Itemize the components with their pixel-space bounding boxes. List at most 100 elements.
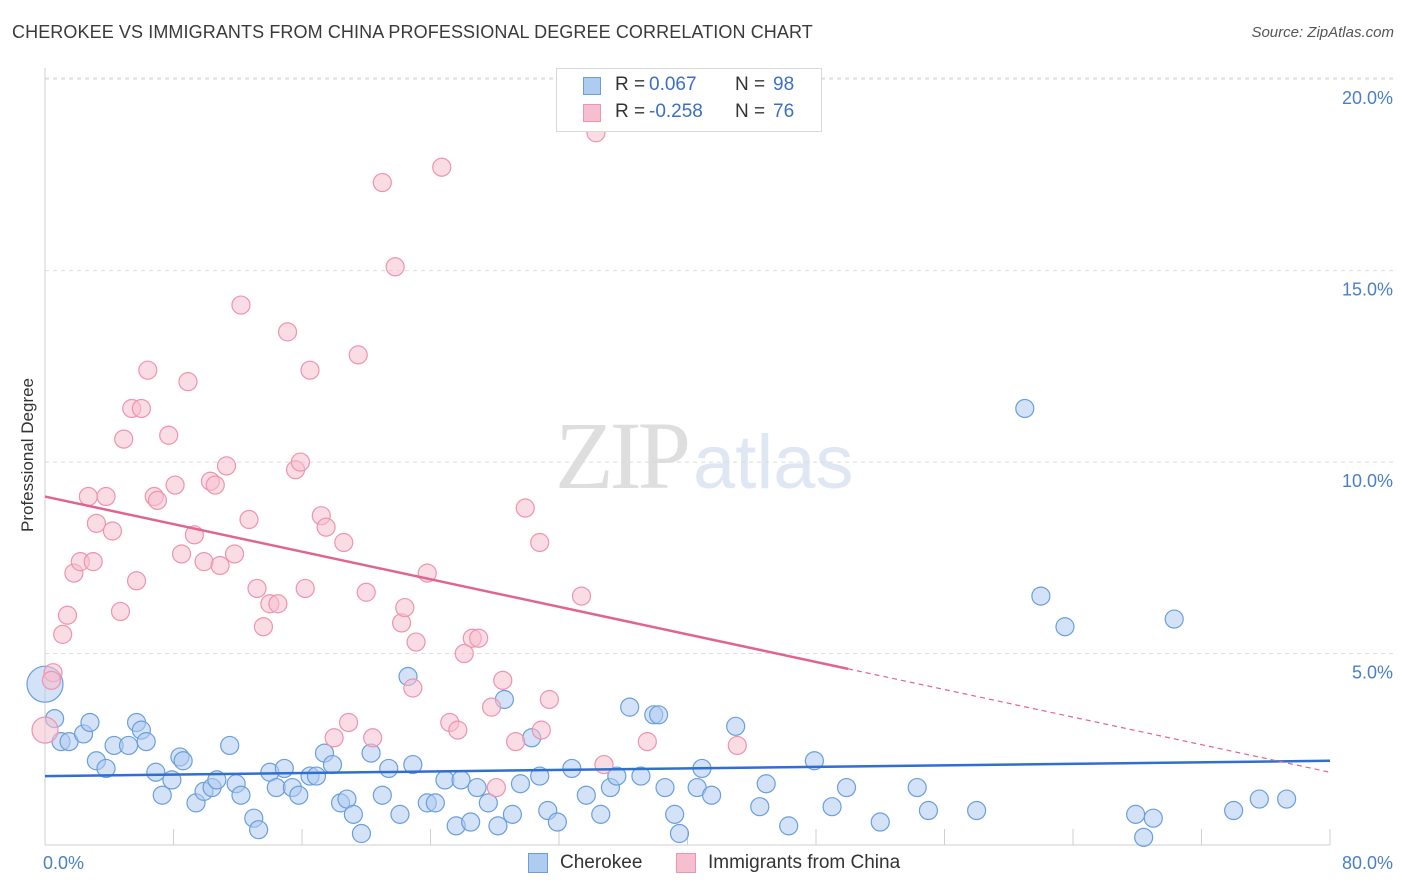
cherokee-point <box>502 804 523 824</box>
cherokee-point <box>1143 808 1163 828</box>
china-point <box>78 486 98 507</box>
y-tick-label: 10.0% <box>1342 471 1393 491</box>
cherokee-point <box>620 697 640 717</box>
cherokee-point <box>591 804 611 824</box>
china-point <box>334 532 354 553</box>
chart-title: CHEROKEE VS IMMIGRANTS FROM CHINA PROFES… <box>12 22 813 42</box>
cherokee-point <box>266 777 286 798</box>
cherokee-point <box>726 716 746 736</box>
cherokee-point <box>665 804 685 824</box>
china-point <box>147 490 168 510</box>
cherokee-point <box>779 816 799 836</box>
china-point <box>316 517 336 537</box>
cherokee-point <box>1134 827 1154 847</box>
china-point <box>454 643 474 664</box>
china-point <box>159 425 179 445</box>
cherokee-point <box>435 770 455 790</box>
r-label: R = <box>615 74 646 95</box>
cherokee-point <box>461 812 481 832</box>
cherokee-point <box>403 754 423 775</box>
china-point <box>41 670 62 690</box>
cherokee-point <box>425 793 445 813</box>
china-point <box>114 429 134 449</box>
x-tick-label: 80.0% <box>1342 853 1393 873</box>
china-swatch <box>583 104 601 122</box>
cherokee-point <box>530 766 550 786</box>
china-point <box>57 605 78 625</box>
cherokee-point <box>343 804 363 824</box>
cherokee-point <box>351 823 372 844</box>
china-point <box>171 544 192 564</box>
china-point <box>253 617 274 637</box>
china-point <box>239 509 259 530</box>
cherokee-point <box>220 735 240 756</box>
cherokee-point <box>1055 617 1075 637</box>
china-point <box>486 777 506 798</box>
series-cherokee-points <box>26 398 1297 847</box>
cherokee-point <box>249 820 269 840</box>
china-point <box>31 716 59 744</box>
cherokee-point <box>648 705 669 725</box>
cherokee-point <box>750 797 770 817</box>
china-point <box>324 728 344 748</box>
china-point <box>110 601 131 622</box>
china-point <box>406 632 426 652</box>
cherokee-point <box>836 777 857 798</box>
x-tick-label: 0.0% <box>43 853 84 873</box>
china-point <box>216 456 237 476</box>
china-point <box>178 372 198 392</box>
cherokee-point <box>231 785 251 805</box>
china-point <box>506 732 526 752</box>
china-point <box>277 322 298 342</box>
cherokee-point <box>372 785 392 805</box>
cherokee-point <box>1277 789 1297 809</box>
cherokee-point <box>207 770 227 790</box>
china-point <box>268 594 288 614</box>
china-point <box>205 475 225 495</box>
china-point <box>727 735 747 756</box>
china-point <box>295 578 315 599</box>
china-point <box>385 257 405 277</box>
cherokee-point <box>306 766 327 786</box>
cherokee-legend-swatch <box>528 853 548 873</box>
cherokee-point <box>289 785 309 805</box>
cherokee-point <box>804 751 824 771</box>
cherokee-point <box>907 777 927 798</box>
cherokee-point <box>274 758 294 779</box>
y-tick-label: 20.0% <box>1342 88 1393 108</box>
china-point <box>300 360 320 380</box>
grid-lines <box>45 77 1395 655</box>
watermark: ZIPatlas <box>555 400 854 511</box>
china-point <box>356 582 376 602</box>
china-point <box>102 521 123 541</box>
cherokee-point <box>547 812 567 832</box>
cherokee-point <box>607 766 627 786</box>
cherokee-point <box>1164 609 1184 629</box>
cherokee-point <box>576 785 596 805</box>
china-point <box>247 578 267 599</box>
n-label: N = <box>735 74 766 95</box>
cherokee-point <box>870 812 890 832</box>
cherokee-point <box>96 758 116 779</box>
china-point <box>363 728 383 748</box>
china-legend-swatch <box>676 853 696 873</box>
trend-lines <box>44 495 1331 778</box>
source-credit: Source: ZipAtlas.com <box>1251 24 1394 41</box>
china-point <box>210 555 230 576</box>
cherokee-point <box>118 735 139 756</box>
cherokee-point <box>80 712 100 733</box>
cherokee-point <box>451 770 471 790</box>
china-point <box>571 586 592 606</box>
china-point <box>224 544 245 564</box>
y-tick-label: 5.0% <box>1352 663 1393 683</box>
china-point <box>469 628 489 648</box>
china-point <box>96 486 116 507</box>
r-value: 0.067 <box>649 74 697 95</box>
cherokee-point <box>136 732 156 752</box>
china-point <box>481 697 502 717</box>
tick-labels: 5.0% 10.0% 15.0% 20.0% 0.0% 80.0% <box>43 88 1393 873</box>
cherokee-point <box>669 823 690 844</box>
cherokee-point <box>1126 804 1146 824</box>
cherokee-point <box>390 804 410 824</box>
